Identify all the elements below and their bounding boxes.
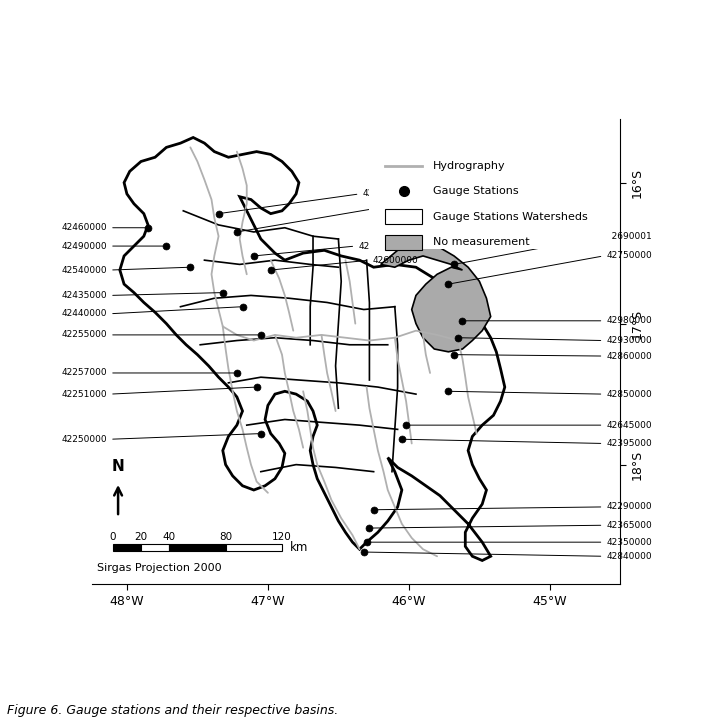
Text: 42395000: 42395000 bbox=[606, 439, 652, 448]
Text: 42440000: 42440000 bbox=[61, 309, 107, 318]
Text: Gauge Stations Watersheds: Gauge Stations Watersheds bbox=[433, 212, 587, 222]
Text: Gauge Stations: Gauge Stations bbox=[433, 186, 518, 196]
Text: 42540000: 42540000 bbox=[61, 266, 107, 274]
Text: 40: 40 bbox=[163, 531, 176, 541]
Text: 42255000: 42255000 bbox=[61, 330, 107, 340]
Text: No measurement: No measurement bbox=[433, 238, 529, 248]
Text: Sirgas Projection 2000: Sirgas Projection 2000 bbox=[97, 563, 221, 573]
Text: Figure 6. Gauge stations and their respective basins.: Figure 6. Gauge stations and their respe… bbox=[7, 704, 338, 717]
Text: 120: 120 bbox=[272, 531, 292, 541]
Text: 20: 20 bbox=[135, 531, 147, 541]
Text: 42251000: 42251000 bbox=[61, 390, 107, 398]
Text: 42250000: 42250000 bbox=[61, 434, 107, 444]
Text: 42840000: 42840000 bbox=[606, 551, 652, 561]
Text: km: km bbox=[290, 541, 308, 554]
Bar bbox=[169, 544, 226, 551]
Text: 42290000: 42290000 bbox=[606, 503, 652, 511]
Text: 42435000: 42435000 bbox=[61, 291, 107, 300]
Text: 42690001: 42690001 bbox=[606, 232, 652, 241]
Text: 42600000: 42600000 bbox=[372, 256, 418, 265]
Text: 42750000: 42750000 bbox=[606, 251, 652, 261]
Bar bbox=[113, 544, 141, 551]
Bar bbox=[385, 235, 422, 250]
Text: 80: 80 bbox=[219, 531, 232, 541]
Text: 42850000: 42850000 bbox=[606, 390, 652, 398]
Text: 42860000: 42860000 bbox=[606, 352, 652, 360]
Text: 42257000: 42257000 bbox=[61, 368, 107, 378]
Bar bbox=[385, 210, 422, 224]
Text: 42930000: 42930000 bbox=[606, 336, 652, 345]
Text: 42460000: 42460000 bbox=[61, 223, 107, 232]
Polygon shape bbox=[381, 242, 491, 352]
Text: 42365000: 42365000 bbox=[606, 521, 652, 530]
FancyBboxPatch shape bbox=[369, 133, 613, 249]
Text: 42545002: 42545002 bbox=[381, 203, 427, 213]
Text: 42350000: 42350000 bbox=[606, 538, 652, 546]
Bar bbox=[226, 544, 282, 551]
Text: 42645000: 42645000 bbox=[606, 421, 652, 429]
Text: N: N bbox=[111, 460, 125, 474]
Bar bbox=[141, 544, 169, 551]
Text: 42546000: 42546000 bbox=[362, 190, 408, 198]
Text: 42545500: 42545500 bbox=[358, 241, 404, 251]
Text: 42490000: 42490000 bbox=[61, 241, 107, 251]
Text: 0: 0 bbox=[109, 531, 116, 541]
Text: 42980000: 42980000 bbox=[606, 317, 652, 325]
Polygon shape bbox=[120, 138, 505, 561]
Text: Hydrography: Hydrography bbox=[433, 161, 505, 171]
